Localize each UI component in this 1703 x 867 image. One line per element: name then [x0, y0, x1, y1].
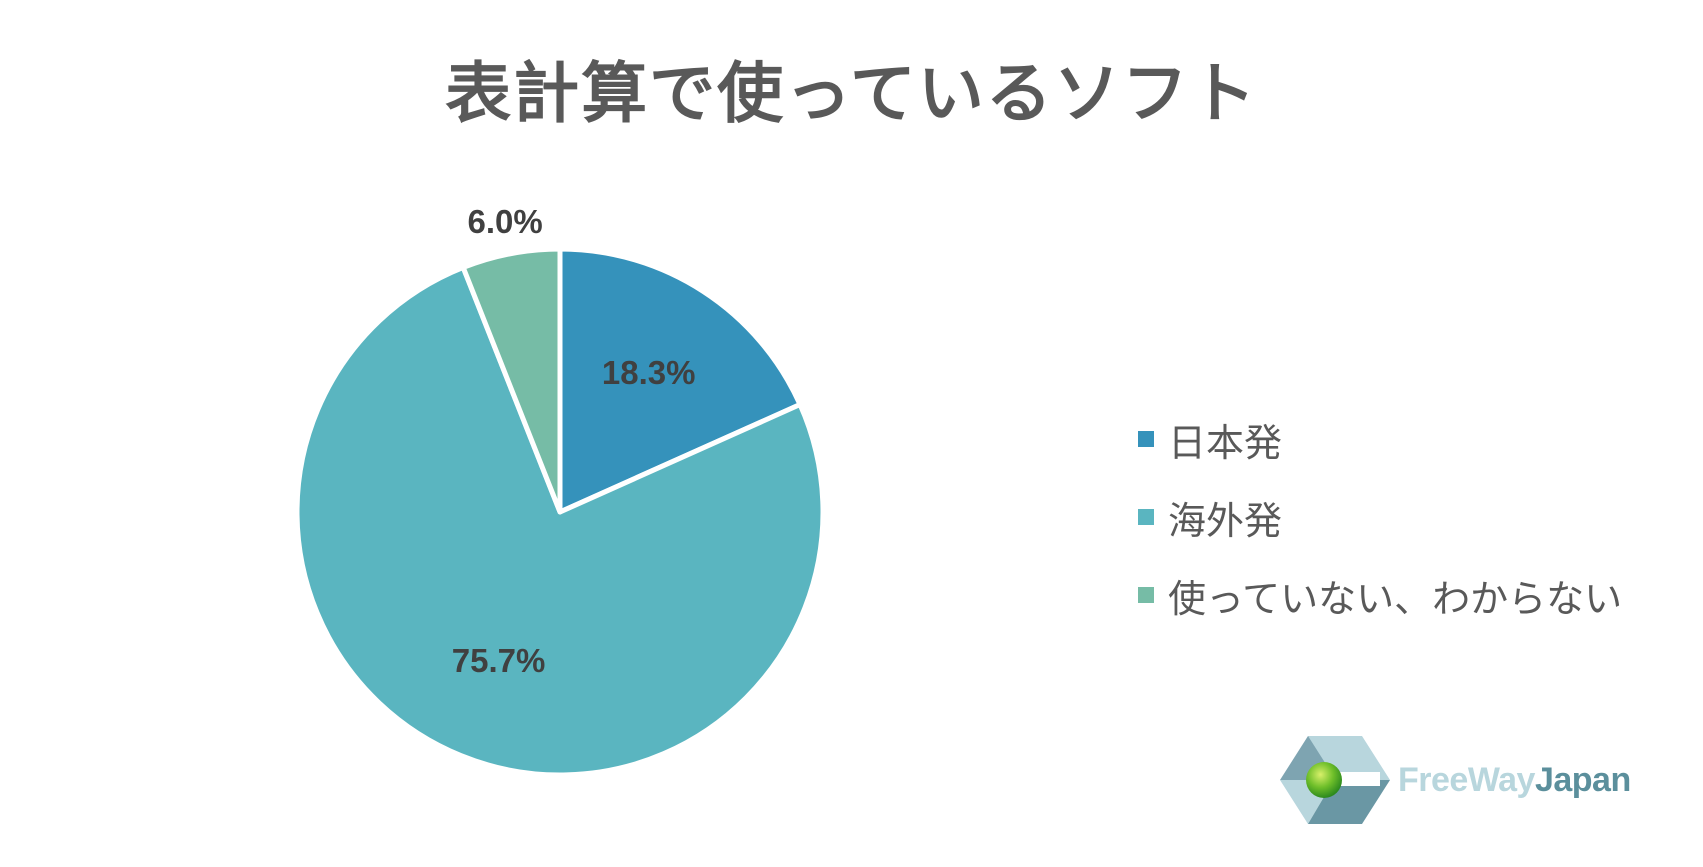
logo-wordmark: FreeWayJapan [1398, 761, 1631, 800]
logo-text-japan: Japan [1534, 760, 1631, 799]
legend-label: 日本発 [1168, 420, 1283, 465]
legend: 日本発 海外発 使っていない、わからない [1138, 400, 1622, 634]
label-none: 6.0% [467, 203, 542, 240]
legend-swatch [1138, 431, 1154, 447]
logo-text-freeway: FreeWay [1398, 760, 1535, 799]
legend-label: 海外発 [1168, 498, 1283, 543]
legend-item-overseas: 海外発 [1138, 478, 1622, 556]
freewayjapan-logo: FreeWayJapan [1280, 736, 1631, 824]
legend-item-none: 使っていない、わからない [1138, 556, 1622, 634]
slice-overseas [294, 264, 826, 778]
label-overseas: 75.7% [452, 642, 546, 679]
label-domestic: 18.3% [602, 354, 696, 391]
legend-label: 使っていない、わからない [1168, 576, 1623, 621]
legend-swatch [1138, 509, 1154, 525]
slice-domestic [557, 246, 803, 515]
slice-none [460, 246, 563, 515]
legend-item-domestic: 日本発 [1138, 400, 1622, 478]
chart-title: 表計算で使っているソフト [445, 55, 1258, 132]
freewayjapan-logo-icon [1280, 736, 1390, 824]
legend-swatch [1138, 587, 1154, 603]
